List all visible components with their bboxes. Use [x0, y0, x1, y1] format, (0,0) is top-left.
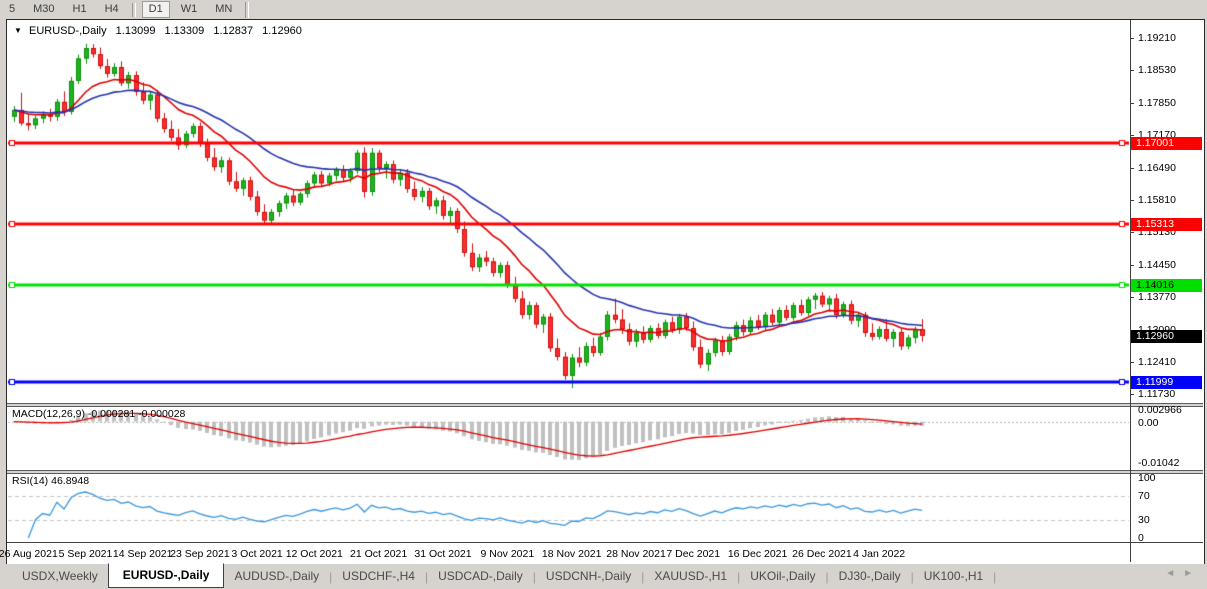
tab-separator: | — [532, 569, 536, 584]
date-axis-label: 16 Dec 2021 — [727, 548, 788, 560]
current-price-label: 1.12960 — [1131, 330, 1202, 343]
tab-usdcnh-daily[interactable]: USDCNH-,Daily — [545, 569, 632, 583]
tab-separator: | — [825, 569, 829, 584]
tab-separator: | — [993, 569, 997, 584]
tab-scroll-right-icon: ► — [1183, 568, 1201, 579]
tab-separator: | — [641, 569, 645, 584]
macd-axis-tick: -0.01042 — [1138, 457, 1180, 469]
macd-axis-tick: 0.00 — [1138, 416, 1159, 429]
axis-tick-mark — [1130, 265, 1134, 266]
timeframe-button-5[interactable]: 5 — [9, 3, 16, 15]
ohlc-open: 1.13099 — [115, 25, 156, 37]
price-axis-tick: 1.17850 — [1138, 96, 1176, 109]
rsi-axis-tick: 30 — [1138, 514, 1150, 526]
price-axis-divider — [1130, 20, 1131, 562]
tab-usdcad-daily[interactable]: USDCAD-,Daily — [438, 569, 523, 583]
timeframe-button-d1[interactable]: D1 — [141, 1, 170, 18]
main-macd-splitter[interactable] — [7, 403, 1203, 407]
timeframe-button-mn[interactable]: MN — [215, 3, 233, 15]
date-axis-label: 28 Nov 2021 — [606, 548, 666, 560]
tab-uk100-h1[interactable]: UK100-,H1 — [923, 569, 984, 583]
axis-tick-mark — [1130, 38, 1134, 39]
chart-symbol-label: EURUSD-,Daily — [28, 25, 107, 37]
axis-tick-mark — [1130, 297, 1134, 298]
date-axis-label: 12 Oct 2021 — [285, 548, 343, 560]
tab-eurusd-daily[interactable]: EURUSD-,Daily — [107, 563, 225, 588]
ohlc-high: 1.13309 — [164, 25, 205, 37]
symbol-tab-bar: USDX,Weekly EURUSD-,Daily AUDUSD-,Daily | US… — [0, 563, 1207, 589]
axis-tick-mark — [1130, 232, 1134, 233]
macd-signal-value: -0.000028 — [138, 408, 186, 420]
tab-separator: | — [737, 569, 741, 584]
date-axis-label: 7 Dec 2021 — [666, 548, 721, 560]
rsi-label: RSI(14) 46.8948 — [12, 475, 90, 487]
axis-tick-mark — [1130, 362, 1134, 363]
axis-tick-mark — [1130, 135, 1134, 136]
date-axis[interactable] — [7, 542, 1203, 563]
rsi-axis-tick: 0 — [1138, 532, 1144, 544]
date-axis-label: 21 Oct 2021 — [350, 548, 408, 560]
price-axis-tick: 1.15810 — [1138, 194, 1176, 206]
date-axis-label: 23 Sep 2021 — [170, 548, 230, 560]
tab-separator: | — [329, 569, 333, 584]
date-axis-label: 26 Aug 2021 — [0, 548, 58, 560]
timeframe-button-h4[interactable]: H4 — [104, 3, 119, 15]
date-axis-label: 4 Jan 2022 — [853, 548, 906, 560]
date-axis-label: 5 Sep 2021 — [58, 548, 113, 560]
date-axis-label: 31 Oct 2021 — [414, 548, 472, 560]
price-axis-tick: 1.13770 — [1138, 291, 1176, 304]
tab-separator: | — [910, 569, 914, 584]
tab-scroll-arrows[interactable]: ◄► — [1165, 568, 1201, 579]
macd-label: MACD(12,26,9) -0.000281 -0.000028 — [12, 408, 186, 420]
axis-tick-mark — [1130, 70, 1134, 71]
price-axis-tick: 1.16490 — [1138, 161, 1176, 174]
axis-tick-mark — [1130, 168, 1134, 169]
toolbar-separator — [131, 2, 136, 17]
macd-main-value: -0.000281 — [87, 408, 136, 420]
tab-usdx-weekly[interactable]: USDX,Weekly — [22, 569, 98, 583]
timeframe-button-w1[interactable]: W1 — [180, 3, 198, 15]
hline-price-label: 1.15313 — [1131, 218, 1202, 231]
date-axis-label: 3 Oct 2021 — [231, 548, 283, 560]
price-axis-tick: 1.18530 — [1138, 64, 1176, 77]
hline-price-label: 1.14016 — [1131, 279, 1202, 292]
hline-price-label: 1.11999 — [1131, 376, 1202, 389]
axis-tick-mark — [1130, 200, 1134, 201]
tab-audusd-daily[interactable]: AUDUSD-,Daily — [234, 569, 320, 583]
toolbar-separator — [245, 1, 250, 18]
axis-tick-mark — [1130, 103, 1134, 104]
hline-price-label: 1.17001 — [1131, 137, 1202, 150]
ohlc-close: 1.12960 — [262, 25, 302, 37]
rsi-value: 46.8948 — [51, 475, 90, 487]
axis-tick-mark — [1130, 394, 1134, 395]
rsi-axis-tick: 100 — [1138, 472, 1156, 484]
tab-dj30-daily[interactable]: DJ30-,Daily — [838, 569, 901, 583]
price-axis-tick: 1.19210 — [1138, 32, 1176, 44]
date-axis-label: 26 Dec 2021 — [792, 548, 852, 560]
macd-axis-tick: 0.002966 — [1138, 404, 1182, 416]
timeframe-toolbar: 5 M30 H1 H4 D1 W1 MN — [0, 0, 1207, 19]
collapse-triangle-icon[interactable]: ▼ — [14, 26, 22, 35]
date-axis-label: 14 Sep 2021 — [112, 548, 173, 560]
tab-separator: | — [424, 569, 429, 584]
chart-header: ▼ EURUSD-,Daily 1.13099 1.13309 1.12837 … — [14, 25, 302, 37]
price-axis-tick: 1.12410 — [1138, 356, 1176, 368]
ohlc-low: 1.12837 — [213, 25, 254, 37]
macd-rsi-splitter[interactable] — [7, 470, 1203, 474]
tab-scroll-left-icon: ◄ — [1165, 568, 1184, 579]
tab-ukoil-daily[interactable]: UKOil-,Daily — [750, 569, 816, 583]
price-axis-tick: 1.11730 — [1138, 388, 1176, 401]
timeframe-button-m30[interactable]: M30 — [33, 3, 55, 15]
date-axis-label: 18 Nov 2021 — [541, 548, 602, 560]
rsi-axis-tick: 70 — [1138, 490, 1150, 502]
price-axis-tick: 1.14450 — [1138, 258, 1176, 271]
date-axis-label: 9 Nov 2021 — [480, 548, 535, 560]
tab-xauusd-h1[interactable]: XAUUSD-,H1 — [654, 569, 728, 583]
timeframe-button-h1[interactable]: H1 — [72, 3, 87, 15]
tab-usdchf-h4[interactable]: USDCHF-,H4 — [342, 569, 415, 583]
